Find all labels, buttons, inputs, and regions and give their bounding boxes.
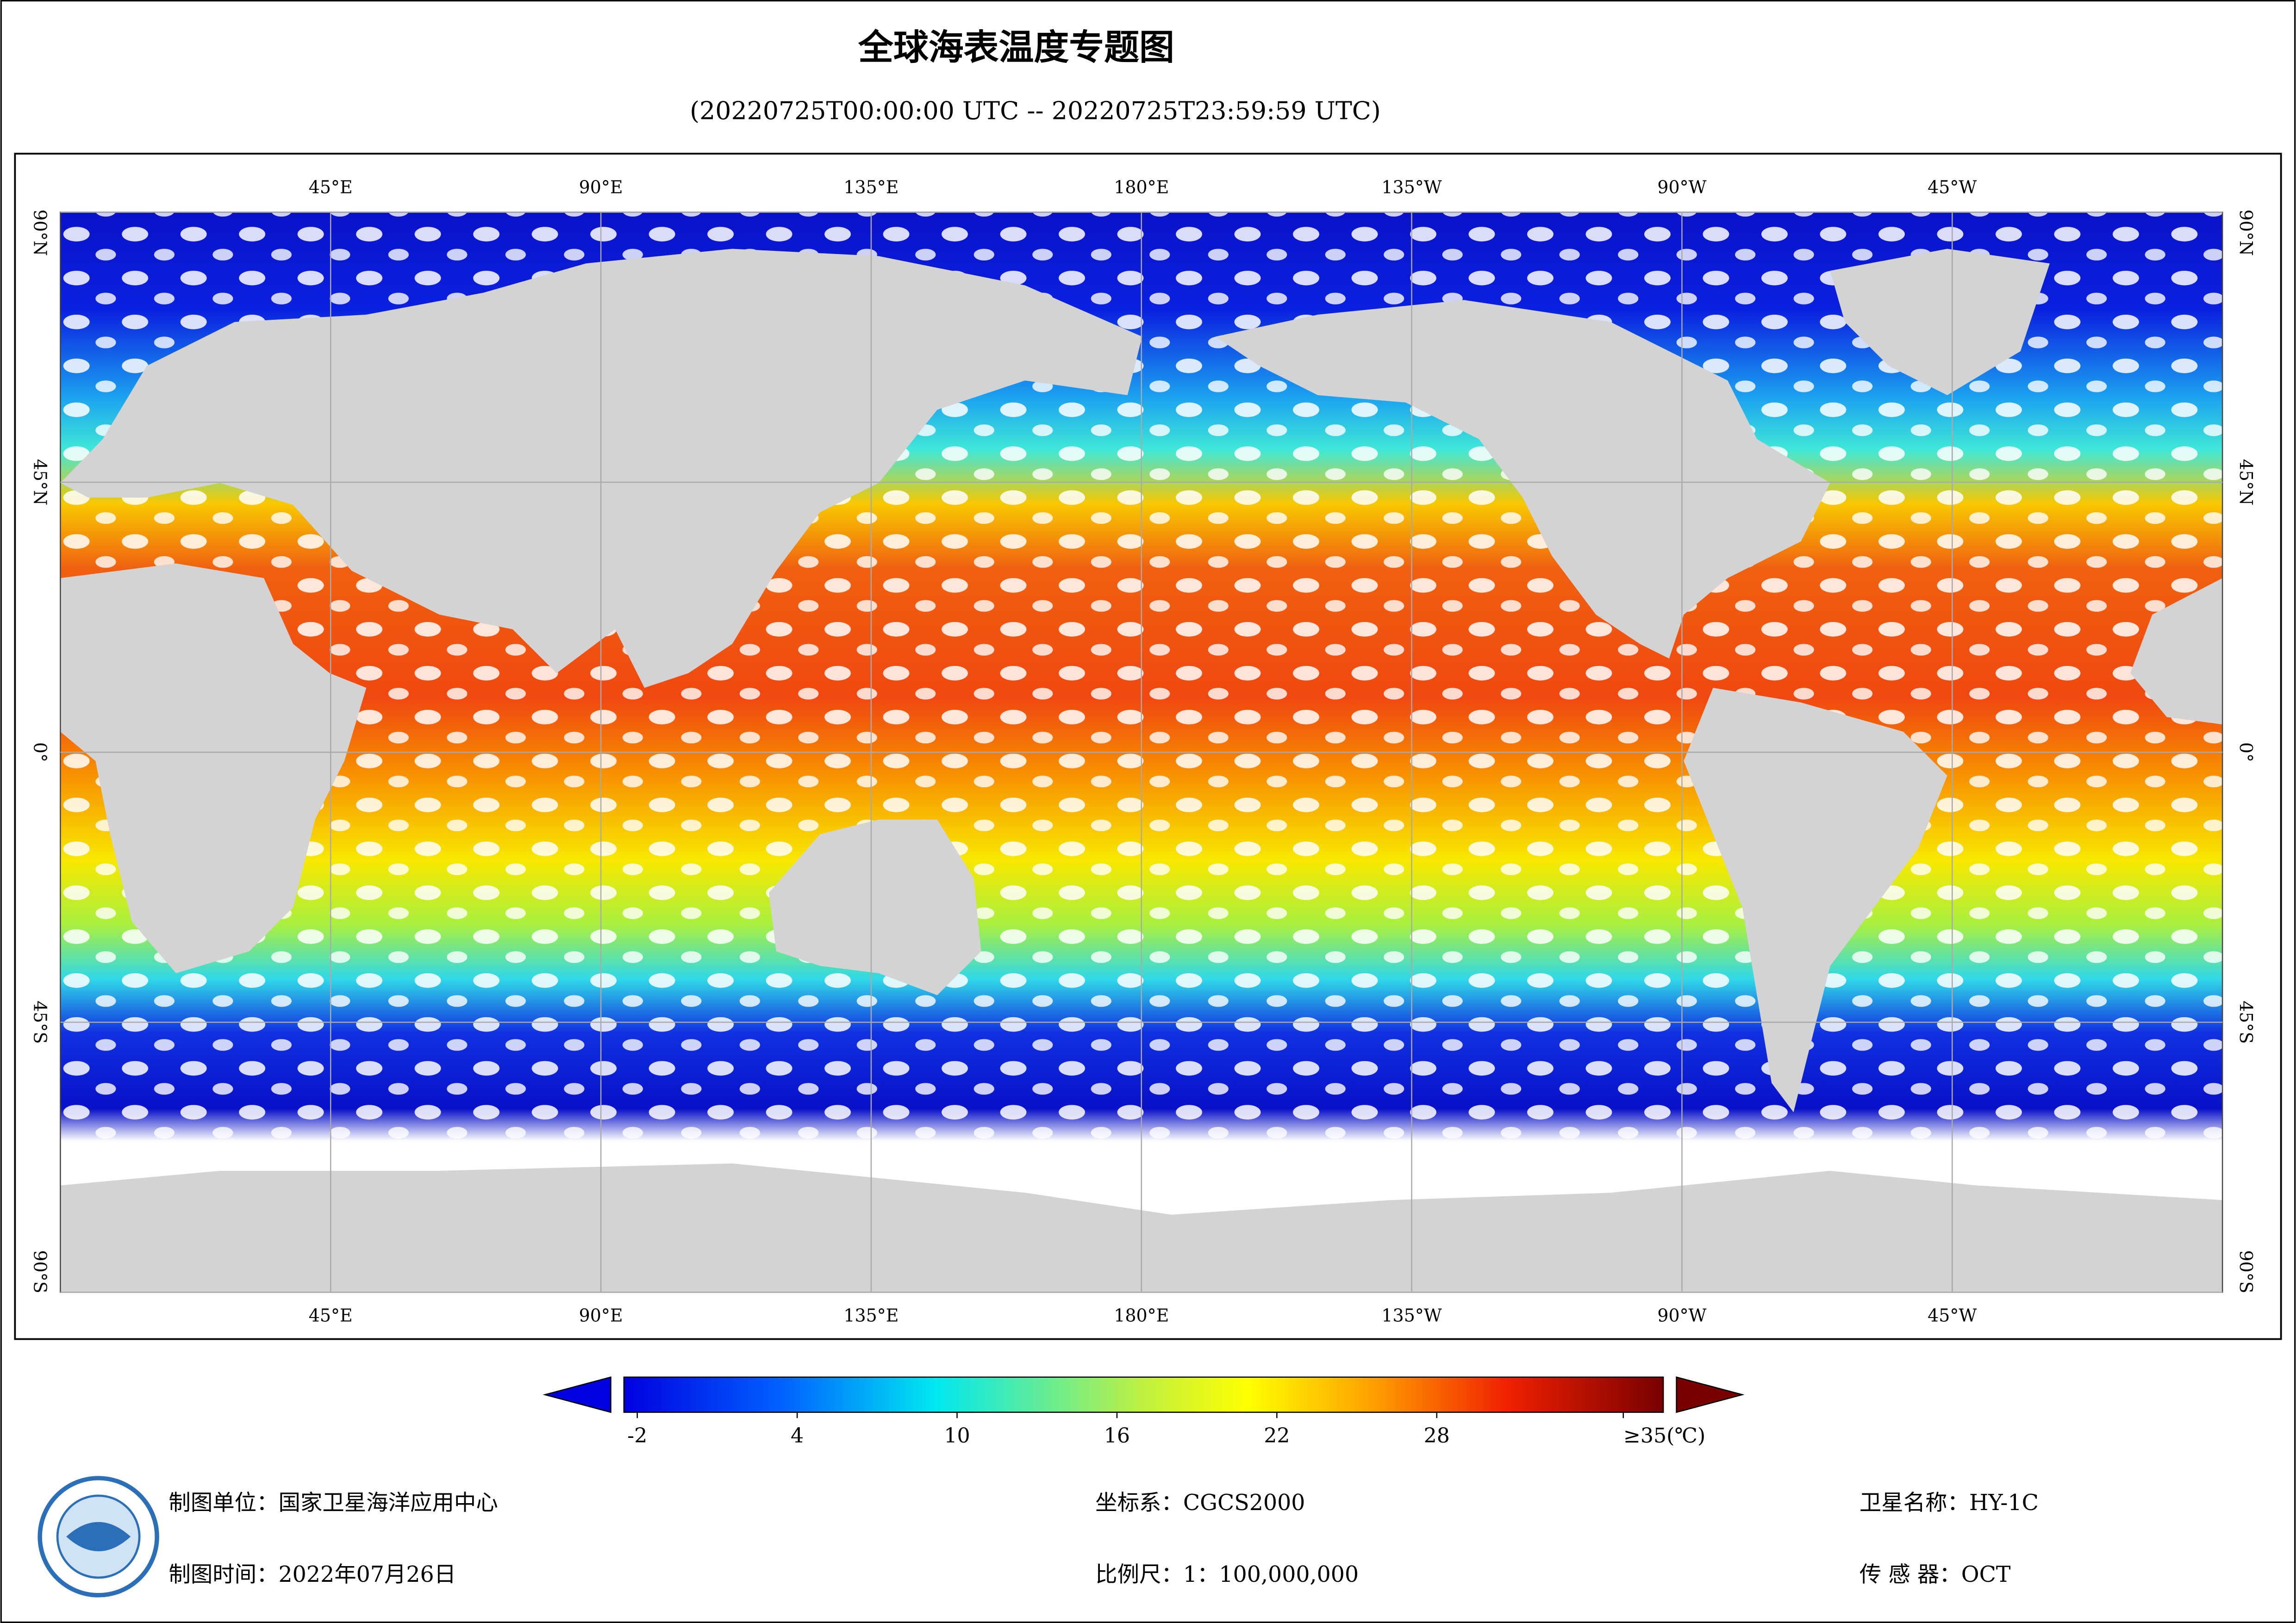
colorbar-label: -2 [627, 1424, 647, 1448]
lat-label-right: 90°N [2236, 210, 2256, 256]
sensor: 传 感 器：OCT [1859, 1562, 2011, 1587]
colorbar-label: 16 [1104, 1424, 1130, 1448]
lat-label-right: 0° [2236, 742, 2256, 762]
lat-label-left: 0° [30, 742, 50, 762]
satellite: 卫星名称：HY-1C [1859, 1490, 2039, 1516]
lon-label-bottom: 45°W [1928, 1306, 1977, 1326]
lat-label-left: 90°N [30, 210, 50, 256]
colorbar-label: 22 [1264, 1424, 1290, 1448]
lon-label-bottom: 135°E [843, 1306, 898, 1326]
producer: 制图单位：国家卫星海洋应用中心 [168, 1490, 498, 1516]
title: 全球海表温度专题图 [858, 27, 1174, 68]
map-frame [14, 153, 2282, 1340]
lon-label-bottom: 90°E [579, 1306, 623, 1326]
logo [37, 1476, 159, 1598]
lon-label-top: 135°E [843, 177, 898, 197]
lon-label-bottom: 45°E [309, 1306, 353, 1326]
lon-label-top: 45°E [309, 177, 353, 197]
lat-label-right: 45°S [2236, 1001, 2256, 1044]
colorbar-high-arrow [1676, 1376, 1745, 1413]
lat-label-right: 90°S [2236, 1250, 2256, 1293]
lon-label-top: 135°W [1381, 177, 1441, 197]
subtitle: (20220725T00:00:00 UTC -- 20220725T23:59… [690, 96, 1381, 125]
scale: 比例尺：1：100,000,000 [1095, 1562, 1359, 1587]
lon-label-top: 45°W [1928, 177, 1977, 197]
lat-label-left: 45°S [30, 1001, 50, 1044]
date: 制图时间：2022年07月26日 [168, 1562, 456, 1587]
lon-label-top: 180°E [1114, 177, 1169, 197]
lon-label-bottom: 135°W [1381, 1306, 1441, 1326]
lon-label-bottom: 90°W [1657, 1306, 1706, 1326]
crs: 坐标系：CGCS2000 [1095, 1490, 1305, 1516]
lat-label-right: 45°N [2236, 459, 2256, 505]
colorbar-label: 28 [1424, 1424, 1450, 1448]
lon-label-bottom: 180°E [1114, 1306, 1169, 1326]
colorbar-label: ≥35(℃) [1623, 1424, 1705, 1448]
map-image [60, 211, 2223, 1293]
lon-label-top: 90°E [579, 177, 623, 197]
colorbar-low-arrow [543, 1376, 611, 1413]
lat-label-left: 45°N [30, 459, 50, 505]
colorbar-label: 10 [944, 1424, 970, 1448]
colorbar [623, 1376, 1664, 1413]
lat-label-left: 90°S [30, 1250, 50, 1293]
colorbar-label: 4 [791, 1424, 804, 1448]
lon-label-top: 90°W [1657, 177, 1706, 197]
